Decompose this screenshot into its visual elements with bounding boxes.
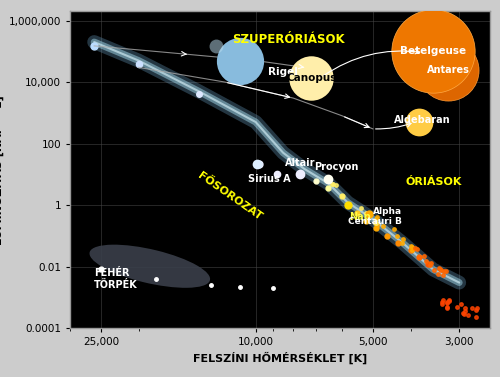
Text: Canopus: Canopus: [286, 72, 337, 83]
Y-axis label: LUMINOZITÁS [NAP = 1]: LUMINOZITÁS [NAP = 1]: [0, 95, 4, 245]
Text: Rigel: Rigel: [268, 66, 298, 77]
Ellipse shape: [90, 245, 210, 288]
Text: Alpha
Centauri B: Alpha Centauri B: [348, 207, 403, 226]
Text: Sirius A: Sirius A: [248, 174, 291, 184]
Text: Aldebaran: Aldebaran: [394, 115, 451, 125]
Text: FEHÉR
TÖRPÉK: FEHÉR TÖRPÉK: [94, 268, 138, 290]
Text: Altair: Altair: [284, 158, 315, 168]
Text: Antares: Antares: [427, 65, 470, 75]
Text: ÓRIÁSOK: ÓRIÁSOK: [406, 177, 462, 187]
Text: Nap: Nap: [349, 212, 370, 222]
Text: Betelgeuse: Betelgeuse: [400, 46, 466, 56]
Text: FŐSOROZAT: FŐSOROZAT: [196, 171, 264, 222]
X-axis label: FELSZÍNI HŐMÉRSÉKLET [K]: FELSZÍNI HŐMÉRSÉKLET [K]: [193, 351, 367, 363]
Text: SZUPERÓRIÁSOK: SZUPERÓRIÁSOK: [232, 34, 344, 46]
Text: Procyon: Procyon: [314, 162, 358, 172]
